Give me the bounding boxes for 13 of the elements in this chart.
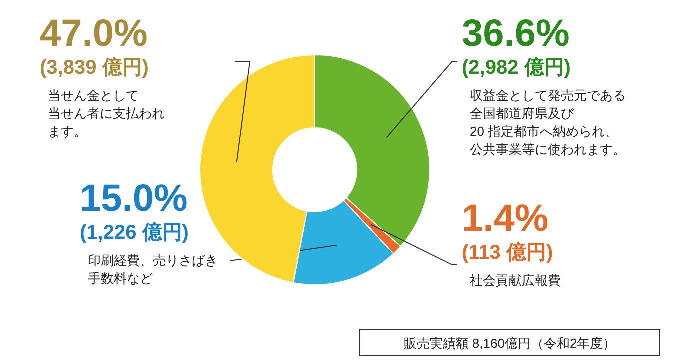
text: (3,839 億円) bbox=[40, 56, 149, 79]
text: 販売実績額 8,160億円（令和2年度） bbox=[404, 336, 616, 351]
data-label: 47.0% bbox=[40, 13, 148, 55]
data-label: 36.6% bbox=[462, 13, 570, 55]
data-label: 1.4% bbox=[462, 198, 549, 240]
slice-label: 当せん金として当せん者に支払われます。 bbox=[48, 88, 165, 139]
slice-label: 印刷経費、売りさばき手数料など bbox=[88, 253, 218, 286]
text: (2,982 億円) bbox=[462, 56, 571, 79]
slice-label: 収益金として発売元である全国都道府県及び20 指定都市へ納められ、公共事業等に使われます。 bbox=[470, 88, 626, 157]
data-label: 15.0% bbox=[80, 178, 188, 220]
text: (1,226 億円) bbox=[80, 221, 189, 244]
text: (113 億円) bbox=[462, 241, 554, 264]
slice-label: 社会貢献広報費 bbox=[470, 273, 561, 288]
